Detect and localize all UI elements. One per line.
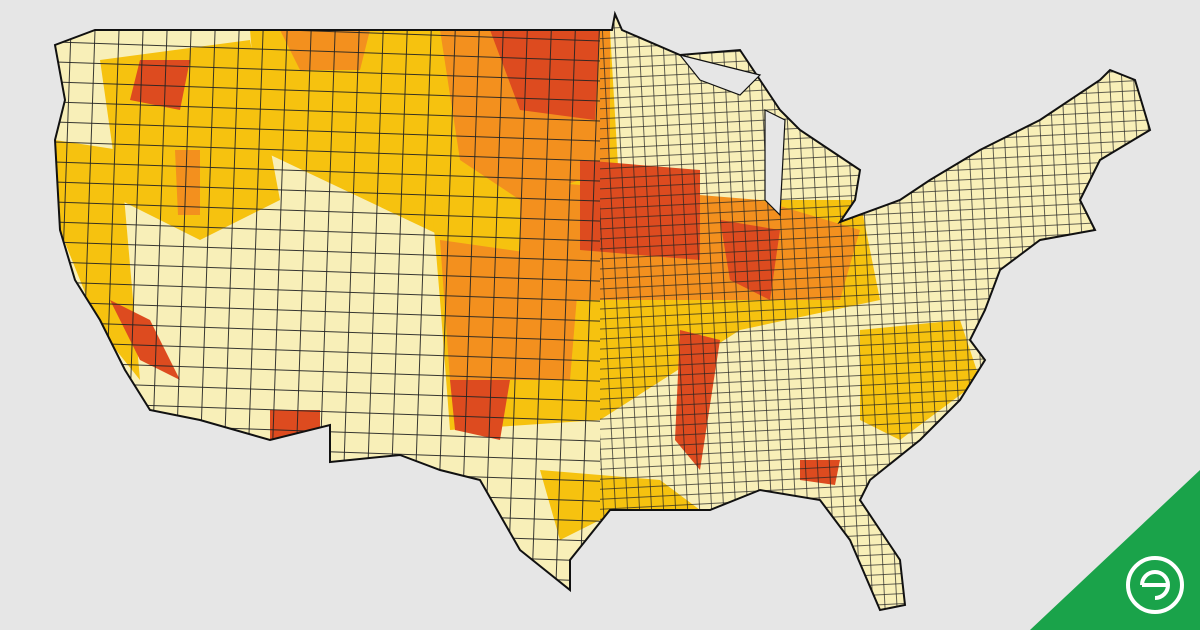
county-lines	[55, 14, 600, 610]
county-lines	[600, 14, 1150, 610]
lakes	[678, 53, 786, 217]
logo-corner	[1030, 470, 1200, 630]
logo	[1126, 556, 1184, 614]
